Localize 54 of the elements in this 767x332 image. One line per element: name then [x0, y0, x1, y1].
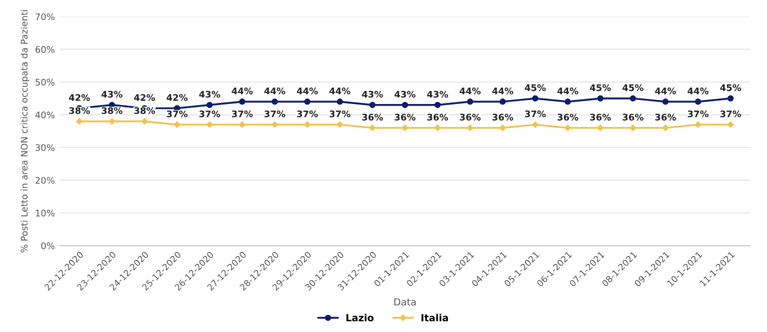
y-tick-label: 30%: [36, 144, 54, 152]
data-label: 36%: [622, 114, 644, 121]
data-label: 44%: [232, 88, 253, 94]
legend-label: Italia: [422, 314, 448, 322]
data-label: 43%: [427, 90, 448, 98]
data-label: 43%: [199, 90, 220, 98]
data-label: 36%: [362, 114, 383, 121]
y-tick-label: 40%: [35, 112, 54, 118]
data-label: 43%: [362, 90, 383, 98]
data-label: 43%: [394, 90, 416, 98]
data-label: 37%: [199, 110, 220, 118]
data-label: 36%: [590, 114, 611, 121]
data-label: 36%: [394, 114, 416, 121]
data-label: 36%: [460, 114, 481, 121]
y-tick-label: 50%: [36, 78, 54, 86]
y-tick-label: 20%: [36, 176, 54, 184]
data-label: 36%: [558, 114, 578, 121]
data-label: 37%: [264, 110, 286, 118]
data-label: 45%: [622, 84, 644, 92]
data-label: 44%: [264, 88, 286, 94]
y-tick-label: 0%: [41, 242, 54, 250]
data-label: 44%: [655, 88, 676, 94]
data-label: 37%: [688, 110, 709, 118]
data-label: 45%: [524, 84, 546, 92]
data-label: 44%: [329, 88, 350, 94]
data-label: 37%: [232, 110, 253, 118]
legend-label: Lazio: [346, 314, 374, 322]
y-tick-label: 60%: [36, 46, 54, 53]
data-label: 38%: [69, 107, 90, 114]
data-label: 36%: [655, 114, 676, 121]
data-label: 44%: [460, 88, 481, 94]
data-label: 44%: [492, 88, 514, 94]
data-label: 42%: [68, 94, 90, 101]
y-tick-label: 70%: [36, 13, 54, 20]
data-label: 44%: [688, 88, 709, 94]
data-label: 38%: [134, 107, 155, 114]
data-label: 37%: [166, 110, 188, 118]
data-label: 42%: [134, 94, 155, 101]
data-label: 37%: [330, 110, 350, 118]
data-label: 36%: [427, 114, 448, 121]
data-label: 37%: [525, 110, 546, 118]
data-label: 37%: [720, 110, 742, 118]
data-label: 44%: [296, 88, 318, 94]
data-label: 38%: [102, 107, 122, 114]
data-label: 45%: [720, 84, 742, 92]
y-tick-label: 10%: [36, 210, 54, 217]
data-label: 45%: [590, 84, 611, 92]
data-label: 37%: [297, 110, 318, 118]
y-axis-title: % Posti Letto in area NON critica occupata da Pazienti: [20, 10, 30, 252]
data-label: 36%: [492, 114, 514, 121]
data-label: 42%: [166, 94, 188, 101]
x-axis-title: Data: [394, 298, 416, 306]
data-label: 44%: [557, 88, 578, 94]
data-label: 43%: [102, 90, 122, 98]
